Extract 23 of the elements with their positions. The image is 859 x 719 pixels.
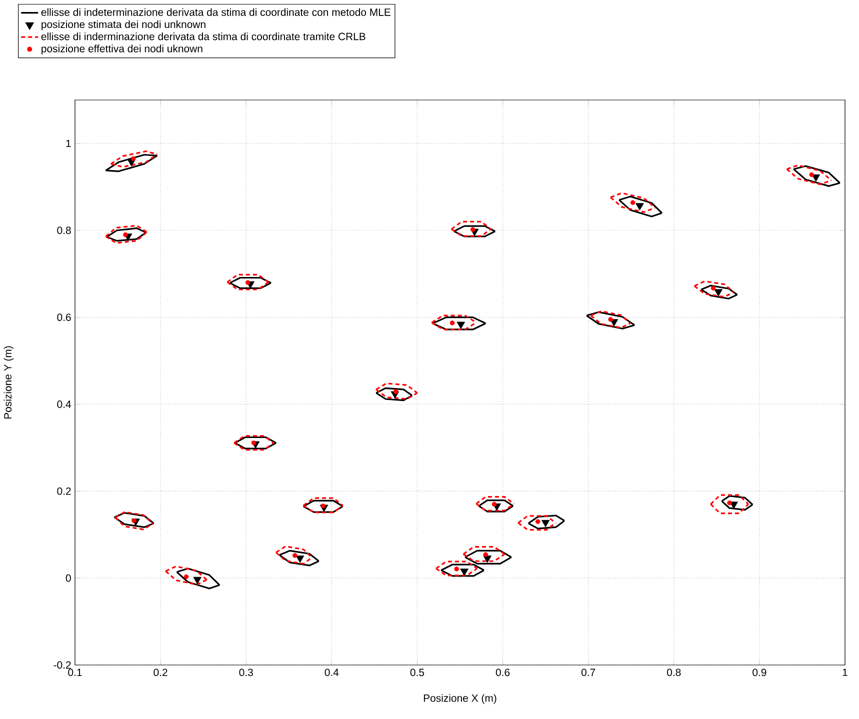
x-tick-label: 0.7	[581, 668, 596, 676]
x-tick-label: 0.5	[410, 668, 424, 676]
y-tick-label: 0	[66, 574, 71, 582]
y-tick-label: 0.6	[57, 314, 71, 322]
y-tick-label: 0.4	[57, 400, 71, 408]
y-tick-label: 1	[66, 140, 71, 148]
x-tick-label: 0.3	[239, 668, 253, 676]
y-tick-label: 0.2	[57, 487, 71, 495]
y-tick-label: -0.2	[54, 661, 71, 669]
legend-label: ellisse di inderminazione derivata da stima di coordinate tramite CRLB	[41, 32, 366, 40]
legend-label: posizione stimata dei nodi unknown	[42, 20, 206, 30]
x-axis-title: Posizione X (m)	[424, 694, 496, 704]
x-tick-label: 0.2	[154, 668, 168, 676]
legend-label: posizione effettiva dei nodi uknown	[42, 44, 202, 54]
x-tick-label: 0.6	[496, 668, 510, 676]
y-axis-title: Posizione Y (m)	[4, 346, 14, 419]
x-tick-label: 0.8	[667, 668, 681, 676]
x-tick-label: 0.4	[324, 668, 339, 676]
x-tick-label: 0.9	[752, 668, 766, 676]
legend-label: ellisse di indeterminazione derivata da stima di coordinate con metodo MLE	[41, 8, 390, 16]
x-tick-label: 1	[842, 668, 848, 676]
y-tick-label: 0.8	[57, 226, 71, 234]
x-tick-label: 0.1	[68, 668, 82, 676]
